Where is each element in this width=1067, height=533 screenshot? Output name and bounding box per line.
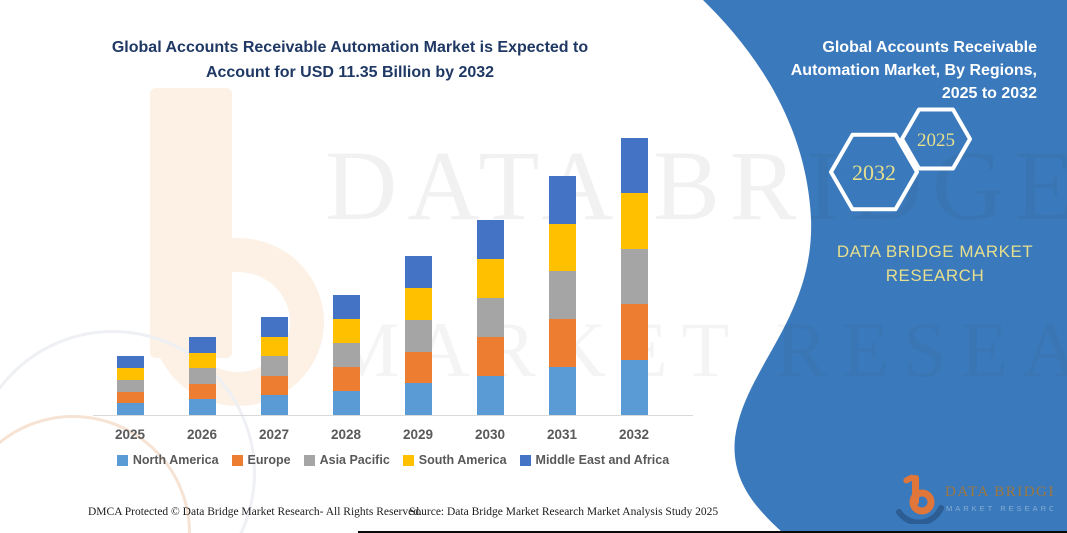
legend-label: North America: [132, 453, 219, 467]
bar-segment-2030-north-america: [476, 375, 504, 415]
bar-segment-2026-asia-pacific: [188, 368, 216, 384]
legend-swatch: [303, 454, 315, 466]
legend-label: Europe: [247, 453, 291, 467]
bar-segment-2030-europe: [476, 336, 504, 376]
x-axis-label-2032: 2032: [618, 427, 650, 442]
bar-segment-2030-middle-east-and-africa: [476, 219, 504, 259]
panel-title: Global Accounts Receivable Automation Ma…: [790, 39, 1037, 103]
blue-panel-shape: [703, 0, 1067, 533]
bar-segment-2025-asia-pacific: [116, 379, 144, 392]
bar-segment-2028-europe: [332, 367, 360, 392]
bar-segment-2027-europe: [260, 375, 288, 396]
bar-segment-2029-asia-pacific: [404, 319, 432, 352]
bar-segment-2026-south-america: [188, 352, 216, 369]
x-axis-label-2025: 2025: [114, 427, 146, 442]
footer-source-text: Source: Data Bridge Market Research Mark…: [409, 506, 719, 518]
logo-primary-text: DATA BRIDGE: [945, 484, 1053, 500]
brand-name-text: DATA BRIDGE MARKET RESEARCH: [836, 242, 1034, 285]
chart-title: Global Accounts Receivable Automation Ma…: [111, 39, 589, 81]
x-axis-baseline: [93, 415, 693, 416]
bar-segment-2027-north-america: [260, 395, 288, 415]
logo-secondary-text: MARKET RESEARCH: [946, 504, 1053, 513]
bar-segment-2028-south-america: [332, 319, 360, 344]
bar-segment-2032-europe: [620, 304, 648, 360]
hexagon-2025: [900, 107, 972, 171]
bar-segment-2031-europe: [548, 319, 576, 368]
hexagon-2025-label: 2025: [917, 130, 955, 151]
logo-b-hook: [903, 474, 915, 484]
bar-segment-2031-asia-pacific: [548, 271, 576, 320]
legend-swatch: [231, 454, 243, 466]
logo-swoosh: [896, 505, 944, 524]
footer-dmca-text: DMCA Protected © Data Bridge Market Rese…: [88, 506, 422, 518]
legend-swatch: [116, 454, 128, 466]
bar-segment-2028-asia-pacific: [332, 343, 360, 368]
bar-segment-2026-europe: [188, 383, 216, 400]
legend-item-south-america: South America: [402, 453, 507, 467]
legend-item-north-america: North America: [116, 453, 219, 467]
hexagon-2032: [829, 132, 919, 212]
x-axis-label-2026: 2026: [186, 427, 218, 442]
x-axis-label-2027: 2027: [258, 427, 290, 442]
chart-legend: North America Europe Asia Pacific South Ame…: [93, 453, 693, 467]
x-axis-label-2029: 2029: [402, 427, 434, 442]
bar-segment-2028-north-america: [332, 391, 360, 415]
bar-segment-2029-south-america: [404, 288, 432, 320]
legend-swatch: [402, 454, 414, 466]
legend-label: Asia Pacific: [319, 453, 390, 467]
hexagon-year-badges: 2025 2032: [829, 107, 972, 212]
x-axis-label-2028: 2028: [330, 427, 362, 442]
bar-segment-2032-north-america: [620, 359, 648, 415]
bar-segment-2031-north-america: [548, 367, 576, 415]
bar-segment-2030-asia-pacific: [476, 297, 504, 337]
bar-segment-2032-south-america: [620, 193, 648, 249]
bar-segment-2030-south-america: [476, 258, 504, 298]
legend-item-europe: Europe: [231, 453, 291, 467]
legend-label: Middle East and Africa: [535, 453, 670, 467]
legend-item-asia-pacific: Asia Pacific: [303, 453, 390, 467]
bar-segment-2025-europe: [116, 391, 144, 404]
bar-segment-2031-middle-east-and-africa: [548, 175, 576, 224]
bar-segment-2027-asia-pacific: [260, 356, 288, 376]
bottom-border-line: [358, 531, 1067, 533]
bar-segment-2029-europe: [404, 351, 432, 384]
x-axis-label-2030: 2030: [474, 427, 506, 442]
logo-b-bowl: [909, 489, 935, 515]
bar-segment-2027-middle-east-and-africa: [260, 317, 288, 337]
x-axis-label-2031: 2031: [546, 427, 578, 442]
hexagon-2032-label: 2032: [852, 160, 896, 185]
bar-segment-2025-south-america: [116, 368, 144, 380]
legend-label: South America: [418, 453, 507, 467]
bar-segment-2025-north-america: [116, 403, 144, 415]
legend-swatch: [519, 454, 531, 466]
bar-segment-2032-asia-pacific: [620, 248, 648, 305]
legend-item-middle-east-and-africa: Middle East and Africa: [519, 453, 670, 467]
bar-segment-2029-middle-east-and-africa: [404, 256, 432, 289]
bar-segment-2032-middle-east-and-africa: [620, 138, 648, 194]
bar-segment-2025-middle-east-and-africa: [116, 356, 144, 369]
bar-segment-2026-north-america: [188, 399, 216, 415]
bar-segment-2028-middle-east-and-africa: [332, 295, 360, 320]
bar-segment-2027-south-america: [260, 336, 288, 357]
data-bridge-logo: DATA BRIDGE MARKET RESEARCH: [896, 474, 1053, 524]
bar-segment-2031-south-america: [548, 223, 576, 272]
bar-segment-2029-north-america: [404, 383, 432, 415]
bar-segment-2026-middle-east-and-africa: [188, 336, 216, 353]
